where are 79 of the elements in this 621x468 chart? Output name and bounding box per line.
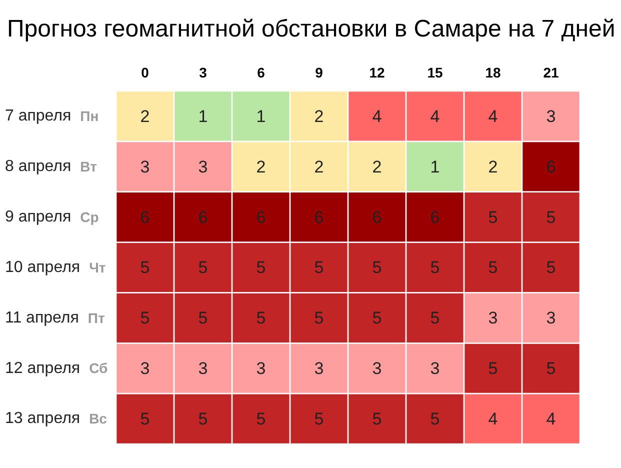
x-tick-label: 15 bbox=[427, 64, 443, 80]
data-label: 2 bbox=[372, 157, 382, 176]
data-label: 5 bbox=[140, 258, 150, 278]
data-label: 6 bbox=[372, 208, 382, 227]
data-label: 5 bbox=[140, 409, 150, 428]
data-label: 5 bbox=[372, 258, 382, 278]
data-label: 2 bbox=[488, 157, 498, 176]
data-label: 5 bbox=[430, 258, 440, 278]
data-label: 3 bbox=[314, 359, 324, 378]
data-label: 1 bbox=[198, 106, 208, 126]
y2-tick-label: Сб bbox=[89, 360, 108, 376]
y-tick-label: 10 апреля bbox=[5, 258, 80, 276]
data-label: 5 bbox=[546, 359, 556, 378]
data-label: 5 bbox=[546, 208, 556, 227]
y-tick-label: 7 апреля bbox=[5, 108, 72, 125]
data-label: 1 bbox=[256, 106, 266, 126]
data-label: 5 bbox=[198, 258, 208, 278]
data-label: 3 bbox=[198, 157, 208, 176]
data-label: 3 bbox=[372, 359, 382, 378]
data-label: 4 bbox=[430, 106, 440, 126]
y-tick-label: 13 апреля bbox=[5, 410, 80, 428]
data-label: 6 bbox=[256, 208, 266, 227]
data-label: 4 bbox=[372, 106, 382, 126]
y-tick-label: 12 апреля bbox=[5, 360, 80, 377]
data-label: 5 bbox=[430, 409, 440, 428]
chart-title: Прогноз геомагнитной обстановки в Самаре на 7 дней bbox=[7, 16, 616, 43]
y-tick-label: 11 апреля bbox=[5, 309, 79, 326]
y2-tick-label: Пт bbox=[88, 310, 105, 326]
data-label: 3 bbox=[140, 359, 150, 378]
data-label: 6 bbox=[546, 157, 556, 176]
x-tick-label: 21 bbox=[543, 64, 559, 80]
data-label: 3 bbox=[140, 157, 150, 176]
x-tick-label: 6 bbox=[257, 64, 266, 80]
data-label: 5 bbox=[198, 308, 208, 328]
y2-tick-label: Вс bbox=[89, 410, 108, 427]
data-label: 2 bbox=[314, 157, 324, 176]
y2-tick-label: Пн bbox=[80, 108, 99, 124]
data-label: 5 bbox=[372, 409, 382, 428]
data-label: 4 bbox=[546, 409, 556, 428]
y2-tick-label: Чт bbox=[89, 259, 106, 276]
data-label: 1 bbox=[430, 157, 440, 176]
data-label: 5 bbox=[256, 308, 266, 328]
y-tick-label: 8 апреля bbox=[5, 158, 72, 176]
data-label: 5 bbox=[256, 409, 266, 428]
data-label: 5 bbox=[372, 308, 382, 328]
data-label: 4 bbox=[488, 106, 498, 126]
data-label: 6 bbox=[140, 208, 150, 227]
data-label: 6 bbox=[198, 208, 208, 227]
data-label: 3 bbox=[546, 106, 556, 126]
data-label: 3 bbox=[430, 359, 440, 378]
data-label: 2 bbox=[256, 157, 266, 176]
x-tick-label: 18 bbox=[485, 64, 501, 80]
x-tick-label: 3 bbox=[199, 64, 208, 80]
data-label: 2 bbox=[314, 106, 324, 126]
data-label: 3 bbox=[198, 359, 208, 378]
data-label: 5 bbox=[198, 409, 208, 428]
y-tick-label: 9 апреля bbox=[5, 208, 72, 226]
data-label: 3 bbox=[256, 359, 266, 378]
data-label: 3 bbox=[488, 308, 498, 328]
data-label: 5 bbox=[314, 258, 324, 278]
x-tick-label: 0 bbox=[141, 64, 150, 80]
x-tick-label: 9 bbox=[315, 64, 324, 80]
data-label: 5 bbox=[430, 308, 440, 328]
data-label: 3 bbox=[546, 308, 556, 328]
data-label: 5 bbox=[314, 409, 324, 428]
data-label: 5 bbox=[140, 308, 150, 328]
data-label: 5 bbox=[488, 208, 498, 227]
data-label: 5 bbox=[488, 359, 498, 378]
data-label: 5 bbox=[314, 308, 324, 328]
data-label: 4 bbox=[488, 409, 498, 428]
data-label: 5 bbox=[488, 258, 498, 278]
data-label: 6 bbox=[314, 208, 324, 227]
data-label: 5 bbox=[256, 258, 266, 278]
data-label: 2 bbox=[140, 106, 150, 126]
data-label: 5 bbox=[546, 258, 556, 278]
x-tick-label: 12 bbox=[369, 64, 385, 80]
y2-tick-label: Вт bbox=[80, 158, 98, 174]
data-label: 6 bbox=[430, 208, 440, 227]
y2-tick-label: Ср bbox=[80, 208, 99, 225]
